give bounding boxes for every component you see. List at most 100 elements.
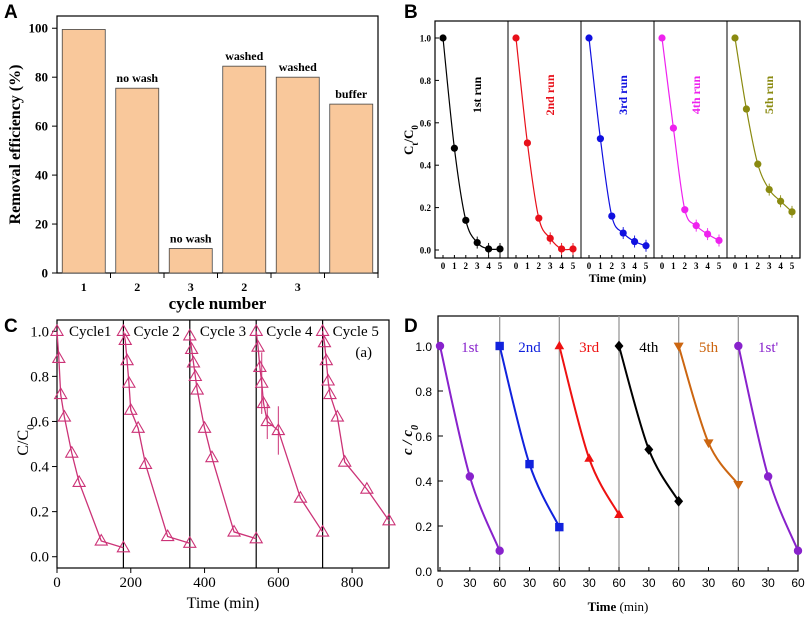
x-tick-label: 4 bbox=[486, 261, 491, 271]
y-tick-label: 0.6 bbox=[420, 118, 432, 128]
x-tick-label: 3 bbox=[295, 280, 301, 294]
data-point bbox=[658, 34, 666, 42]
y-tick-label: 0.8 bbox=[30, 369, 49, 385]
x-tick-label: 0 bbox=[53, 575, 61, 591]
x-tick-label: 2 bbox=[610, 261, 615, 271]
x-tick-label: 5 bbox=[644, 261, 649, 271]
series-line bbox=[255, 331, 324, 533]
data-point bbox=[57, 409, 72, 422]
y-tick-label: 0.8 bbox=[415, 385, 432, 399]
data-point bbox=[319, 353, 334, 366]
x-tick-label: 4 bbox=[778, 261, 783, 271]
series-line bbox=[737, 345, 799, 552]
data-point bbox=[94, 533, 109, 546]
y-axis-label-part: t bbox=[410, 143, 420, 146]
series-label: 2nd run bbox=[543, 74, 557, 115]
data-point bbox=[435, 341, 445, 351]
x-tick-label: 2 bbox=[756, 261, 761, 271]
x-tick-label: 800 bbox=[341, 575, 364, 591]
x-tick-label: 3 bbox=[767, 261, 772, 271]
data-point bbox=[72, 474, 87, 488]
y-axis-label-part: 0 bbox=[410, 125, 420, 130]
y-tick-label: 100 bbox=[29, 21, 49, 36]
x-tick-label: 3 bbox=[475, 261, 480, 271]
data-point bbox=[184, 341, 199, 354]
y-tick-label: 0.2 bbox=[415, 520, 432, 534]
data-point bbox=[118, 332, 133, 345]
data-point bbox=[554, 340, 565, 350]
y-tick-label: 1.0 bbox=[420, 34, 432, 44]
y-tick-label: 20 bbox=[35, 217, 48, 232]
y-tick-label: 40 bbox=[35, 168, 48, 183]
plot-frame bbox=[434, 20, 801, 259]
data-point bbox=[182, 535, 197, 548]
y-axis-label: C/C0 bbox=[15, 424, 37, 456]
bar bbox=[222, 65, 267, 274]
y-tick-label: 0.0 bbox=[30, 550, 49, 566]
series-label: 4th run bbox=[689, 76, 703, 115]
x-tick-label: 1 bbox=[452, 261, 457, 271]
data-point bbox=[731, 34, 739, 42]
series-label: 5th run bbox=[762, 76, 776, 115]
x-tick-label: 0 bbox=[441, 261, 446, 271]
y-axis-label-part: 0 bbox=[410, 425, 421, 430]
series-label: 1st run bbox=[470, 77, 484, 114]
series-line bbox=[661, 37, 720, 241]
x-tick-label: 3 bbox=[621, 261, 626, 271]
x-tick-label: 0 bbox=[514, 261, 519, 271]
data-point bbox=[496, 245, 504, 253]
series-line bbox=[588, 37, 647, 247]
data-point bbox=[252, 359, 267, 373]
y-tick-label: 1.0 bbox=[30, 324, 49, 340]
data-point bbox=[197, 420, 212, 433]
x-axis-label-part: (min) bbox=[616, 599, 648, 614]
y-axis-label: Ct/C0 bbox=[401, 125, 420, 155]
data-point bbox=[138, 456, 153, 469]
series-line bbox=[677, 345, 740, 485]
data-point bbox=[512, 34, 520, 42]
x-tick-label: 4 bbox=[632, 261, 637, 271]
series-line bbox=[321, 331, 390, 522]
x-tick-label: 0 bbox=[733, 261, 738, 271]
series-line bbox=[56, 331, 124, 549]
x-tick-label: 30 bbox=[582, 576, 596, 590]
data-point bbox=[439, 34, 447, 42]
data-point bbox=[673, 342, 684, 352]
data-point bbox=[186, 355, 201, 368]
x-tick-label: 4 bbox=[559, 261, 564, 271]
y-tick-label: 1.0 bbox=[415, 340, 432, 354]
y-tick-label: 0.6 bbox=[30, 414, 49, 430]
x-tick-label: 30 bbox=[523, 576, 537, 590]
x-axis-label-part: Time bbox=[588, 599, 617, 614]
series-line bbox=[618, 345, 680, 502]
cycle-label: Cycle1 bbox=[69, 324, 112, 340]
data-point bbox=[485, 245, 493, 253]
data-point bbox=[733, 481, 744, 490]
data-point bbox=[249, 323, 264, 336]
x-axis-label: Time (min) bbox=[187, 595, 260, 612]
data-point bbox=[754, 160, 762, 168]
data-point bbox=[584, 453, 595, 462]
series-line bbox=[439, 345, 501, 552]
y-tick-label: 0.4 bbox=[30, 460, 49, 476]
series-line bbox=[498, 345, 561, 528]
plot-frame bbox=[56, 319, 390, 569]
annotation: (a) bbox=[355, 345, 372, 361]
panel-label-d: D bbox=[404, 316, 418, 337]
x-tick-label: 60 bbox=[553, 576, 567, 590]
bar-label: no wash bbox=[170, 232, 212, 246]
x-tick-label: 5 bbox=[790, 261, 795, 271]
series-line bbox=[442, 37, 501, 251]
bar-label: washed bbox=[225, 49, 263, 63]
x-tick-label: 30 bbox=[702, 576, 716, 590]
series-line bbox=[189, 335, 257, 540]
x-axis-label: cycle number bbox=[169, 294, 267, 313]
plot-frame bbox=[437, 315, 799, 572]
data-point bbox=[495, 546, 504, 555]
y-axis-label-part: /C bbox=[401, 130, 416, 144]
data-point bbox=[227, 524, 242, 537]
series-line bbox=[558, 345, 620, 516]
x-tick-label: 2 bbox=[134, 280, 140, 294]
x-tick-label: 60 bbox=[791, 576, 805, 590]
